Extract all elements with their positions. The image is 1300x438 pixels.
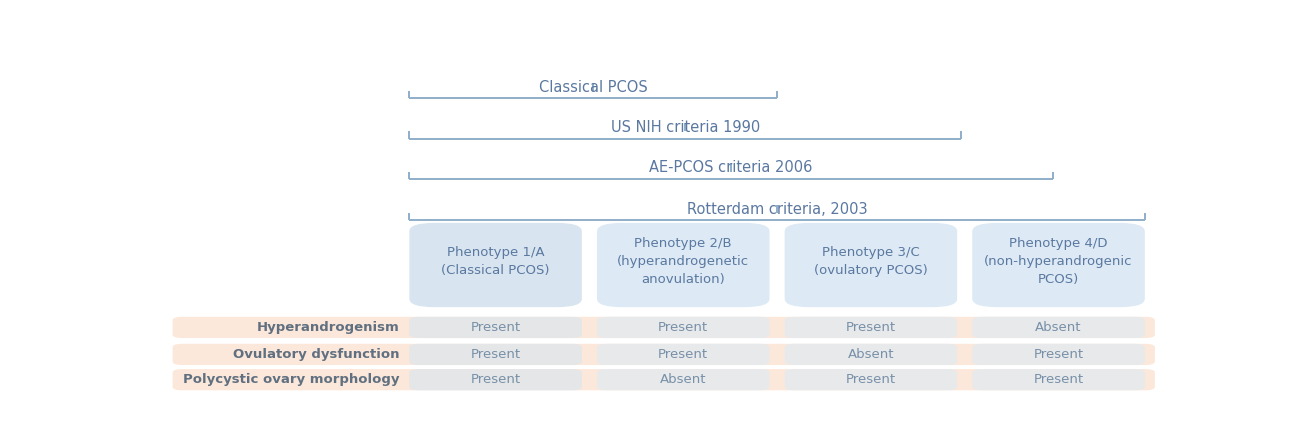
Text: Present: Present (471, 321, 521, 334)
Text: Present: Present (846, 321, 896, 334)
FancyBboxPatch shape (972, 317, 1145, 338)
Text: Present: Present (658, 348, 708, 361)
FancyBboxPatch shape (785, 369, 957, 390)
Text: Absent: Absent (660, 373, 706, 386)
Text: Present: Present (471, 373, 521, 386)
Text: Phenotype 4/D
(non-hyperandrogenic
PCOS): Phenotype 4/D (non-hyperandrogenic PCOS) (984, 237, 1132, 286)
Text: Present: Present (1034, 373, 1084, 386)
Text: Phenotype 2/B
(hyperandrogenetic
anovulation): Phenotype 2/B (hyperandrogenetic anovula… (618, 237, 749, 286)
FancyBboxPatch shape (410, 223, 582, 307)
FancyBboxPatch shape (785, 223, 957, 307)
FancyBboxPatch shape (410, 344, 582, 365)
Text: Phenotype 1/A
(Classical PCOS): Phenotype 1/A (Classical PCOS) (442, 246, 550, 277)
FancyBboxPatch shape (410, 317, 582, 338)
Text: Absent: Absent (848, 348, 894, 361)
FancyBboxPatch shape (597, 317, 770, 338)
Text: Hyperandrogenism: Hyperandrogenism (256, 321, 399, 334)
FancyBboxPatch shape (785, 344, 957, 365)
Text: Present: Present (471, 348, 521, 361)
FancyBboxPatch shape (597, 344, 770, 365)
Text: Classical PCOS: Classical PCOS (538, 80, 647, 95)
Text: Phenotype 3/C
(ovulatory PCOS): Phenotype 3/C (ovulatory PCOS) (814, 246, 928, 277)
Text: Ovulatory dysfunction: Ovulatory dysfunction (233, 348, 399, 361)
FancyBboxPatch shape (972, 369, 1145, 390)
Text: Polycystic ovary morphology: Polycystic ovary morphology (183, 373, 399, 386)
FancyBboxPatch shape (173, 369, 1154, 390)
Text: Present: Present (658, 321, 708, 334)
FancyBboxPatch shape (597, 369, 770, 390)
FancyBboxPatch shape (597, 223, 770, 307)
FancyBboxPatch shape (972, 223, 1145, 307)
FancyBboxPatch shape (173, 344, 1154, 365)
FancyBboxPatch shape (410, 369, 582, 390)
Text: US NIH criteria 1990: US NIH criteria 1990 (611, 120, 759, 135)
Text: Rotterdam criteria, 2003: Rotterdam criteria, 2003 (686, 201, 867, 217)
FancyBboxPatch shape (173, 317, 1154, 338)
FancyBboxPatch shape (785, 317, 957, 338)
Text: Absent: Absent (1035, 321, 1082, 334)
Text: Present: Present (846, 373, 896, 386)
Text: Present: Present (1034, 348, 1084, 361)
Text: AE-PCOS criteria 2006: AE-PCOS criteria 2006 (650, 160, 812, 176)
FancyBboxPatch shape (972, 344, 1145, 365)
